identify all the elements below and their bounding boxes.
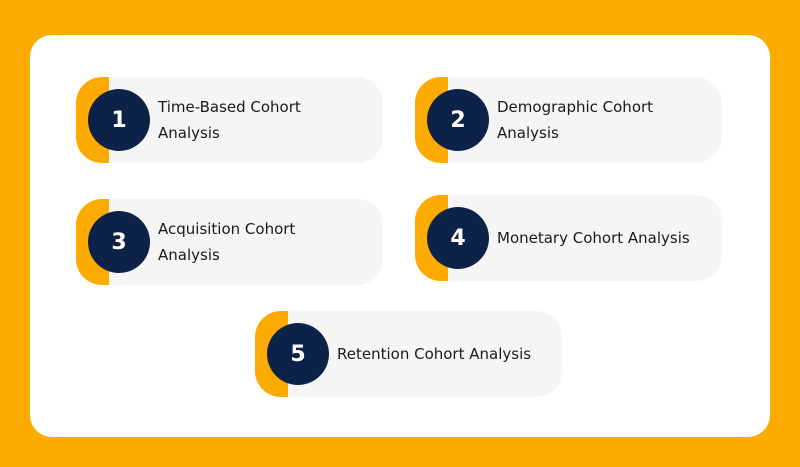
cohort-card-3: 3 Acquisition Cohort Analysis [76,199,383,285]
step-number-badge: 4 [427,207,489,269]
cohort-label-text: Acquisition Cohort Analysis [158,220,296,264]
cohort-label: Demographic Cohort Analysis [497,77,714,163]
cohort-label-text: Demographic Cohort Analysis [497,98,654,142]
cohort-label: Monetary Cohort Analysis [497,195,704,281]
cohort-label: Retention Cohort Analysis [337,311,544,397]
step-number-badge: 5 [267,323,329,385]
cohort-card-2: 2 Demographic Cohort Analysis [415,77,722,163]
cohort-card-1: 1 Time-Based Cohort Analysis [76,77,383,163]
cohort-label: Time-Based Cohort Analysis [158,77,365,163]
diagram-panel: 1 Time-Based Cohort Analysis 2 Demograph… [30,35,770,437]
step-number-badge: 2 [427,89,489,151]
cohort-card-5: 5 Retention Cohort Analysis [255,311,562,397]
step-number-badge: 1 [88,89,150,151]
cohort-label-text: Retention Cohort Analysis [337,345,532,363]
cohort-label-text: Time-Based Cohort Analysis [158,98,301,142]
cohort-label-text: Monetary Cohort Analysis [497,229,690,247]
cohort-card-4: 4 Monetary Cohort Analysis [415,195,722,281]
cohort-label: Acquisition Cohort Analysis [158,199,365,285]
step-number-badge: 3 [88,211,150,273]
